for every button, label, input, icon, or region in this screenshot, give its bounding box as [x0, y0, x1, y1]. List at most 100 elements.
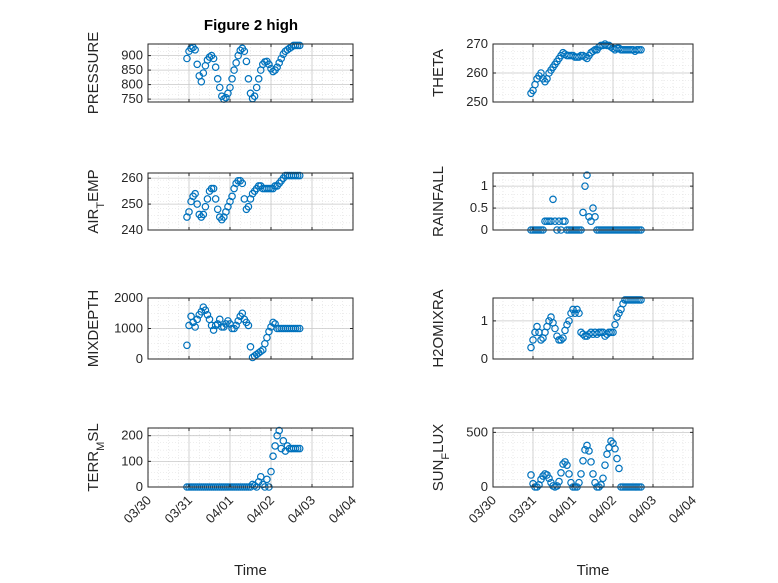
data-point [295, 41, 304, 50]
series-markers [183, 303, 304, 362]
data-point [279, 437, 288, 445]
series-markers [183, 171, 304, 224]
panel-rainfall: 0 0.5 1 RAINFALL [430, 166, 694, 237]
data-point [547, 217, 555, 226]
y-tick-label: 270 [466, 36, 488, 51]
y-tick-label: 750 [121, 91, 143, 106]
data-point [265, 327, 273, 336]
data-point [611, 320, 619, 329]
data-point [557, 336, 565, 344]
data-point [549, 195, 557, 204]
data-point [213, 205, 222, 214]
y-axis-label: RAINFALL [430, 166, 447, 237]
axes-box [147, 172, 354, 231]
data-point [551, 217, 559, 226]
data-point [230, 66, 238, 74]
data-point [291, 444, 300, 453]
y-tick-label: 260 [121, 170, 143, 185]
data-point [275, 59, 284, 67]
data-point [254, 75, 263, 83]
data-point [581, 53, 589, 61]
y-tick-label: 250 [466, 94, 488, 109]
data-point [527, 471, 535, 479]
data-point [244, 202, 253, 211]
figure-title: Figure 2 high [204, 17, 298, 34]
data-point [615, 309, 623, 318]
data-point [265, 60, 273, 69]
data-point [244, 75, 253, 83]
y-tick-label: 900 [121, 48, 143, 63]
data-point [193, 200, 202, 208]
data-point [213, 75, 222, 83]
data-point [609, 328, 617, 337]
data-point [183, 341, 191, 350]
data-point [269, 452, 277, 461]
y-tick-label: 200 [121, 428, 143, 443]
data-point [615, 464, 623, 473]
axes-box [147, 43, 354, 103]
data-point [599, 474, 607, 483]
y-tick-label: 0 [136, 351, 143, 366]
data-point [193, 60, 202, 69]
data-point [571, 309, 579, 318]
data-point [577, 470, 585, 478]
data-point [295, 171, 304, 180]
data-point [197, 307, 206, 316]
data-point [565, 470, 573, 478]
data-point [567, 478, 575, 487]
data-point [613, 313, 621, 321]
data-point [529, 336, 537, 344]
data-point [569, 305, 577, 314]
y-tick-label: 1 [481, 313, 488, 328]
data-point [215, 315, 224, 324]
data-point [589, 470, 597, 478]
data-point [244, 321, 253, 330]
data-point [597, 481, 605, 489]
data-point [232, 321, 240, 330]
data-point [232, 59, 240, 67]
data-point [250, 92, 259, 101]
y-tick-label: 500 [466, 424, 488, 439]
data-point [591, 213, 599, 221]
data-point [293, 171, 302, 180]
data-point [293, 444, 302, 453]
data-point [607, 437, 615, 445]
data-point [553, 482, 561, 490]
data-point [575, 478, 583, 487]
y-tick-label: 0 [136, 479, 143, 494]
data-point [199, 69, 208, 77]
data-point [185, 208, 193, 216]
panel-theta: 250 260 270 THETA [430, 36, 694, 109]
data-point [211, 63, 220, 71]
data-point [291, 41, 300, 50]
data-point [191, 323, 199, 331]
data-point [565, 317, 573, 325]
y-tick-label: 260 [466, 65, 488, 80]
data-point [601, 461, 609, 469]
y-tick-label: 800 [121, 77, 143, 92]
data-point [567, 309, 575, 318]
data-point [581, 446, 589, 454]
y-axis-label: THETA [430, 49, 447, 97]
data-point [193, 315, 202, 324]
data-point [619, 299, 627, 308]
data-point [585, 447, 593, 455]
series-markers [527, 40, 645, 98]
y-tick-label: 0 [481, 222, 488, 237]
data-point [256, 347, 265, 356]
y-axis-label: TERRMSL [85, 423, 107, 491]
y-tick-label: 2000 [114, 290, 143, 305]
data-point [209, 326, 218, 334]
y-tick-label: 0 [481, 351, 488, 366]
data-point [573, 305, 581, 314]
data-point [226, 83, 234, 92]
y-tick-label: 1 [481, 178, 488, 193]
y-axis-label: AIRTEMP [85, 169, 107, 233]
data-point [579, 208, 587, 217]
data-point [201, 306, 210, 315]
data-point [201, 202, 210, 211]
data-point [203, 310, 212, 319]
